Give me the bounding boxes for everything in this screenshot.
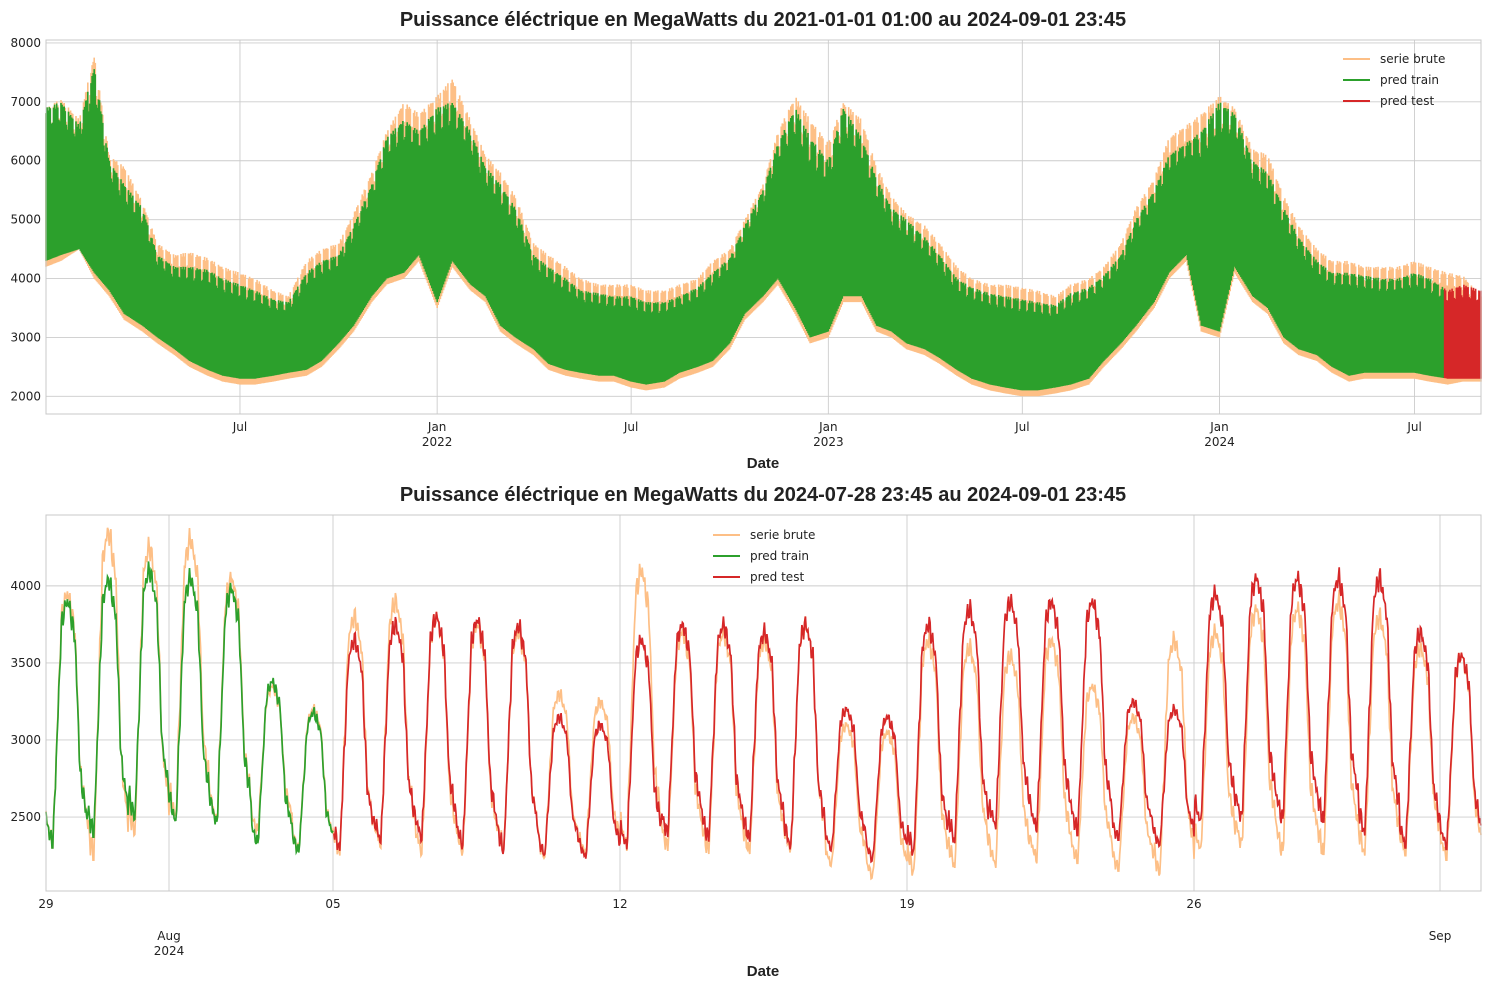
- x-tick-label: Jul: [1406, 420, 1421, 434]
- x-tick-label: Aug: [157, 929, 180, 943]
- y-tick-label: 6000: [10, 154, 41, 168]
- chart1-plot-area: [45, 57, 1482, 397]
- legend-label: serie brute: [1380, 52, 1445, 66]
- chart-full-period: Puissance éléctrique en MegaWatts du 202…: [10, 9, 1482, 472]
- y-tick-label: 3500: [10, 656, 41, 670]
- y-tick-label: 3000: [10, 330, 41, 344]
- x-tick-label: Jan: [1209, 420, 1229, 434]
- x-tick-label: Jan: [427, 420, 447, 434]
- x-tick-label: 05: [325, 897, 340, 911]
- series-pred-test: [333, 567, 1482, 864]
- chart2-frame: [45, 514, 1482, 892]
- chart1-frame: [45, 39, 1482, 415]
- chart2-x-axis-label: Date: [747, 963, 780, 980]
- y-tick-label: 7000: [10, 95, 41, 109]
- legend-label: pred train: [1380, 73, 1439, 87]
- x-tick-label: Jul: [623, 420, 638, 434]
- x-tick-year-label: 2024: [154, 944, 185, 958]
- chart2-legend[interactable]: serie brute pred train pred test: [713, 528, 815, 584]
- series-pred-train: [45, 69, 1445, 391]
- y-tick-label: 2000: [10, 389, 41, 403]
- x-tick-label: Jul: [1014, 420, 1029, 434]
- y-tick-label: 2500: [10, 810, 41, 824]
- chart2-plot-area: [45, 527, 1482, 881]
- x-tick-year-label: 2023: [813, 435, 844, 449]
- chart1-title: Puissance éléctrique en MegaWatts du 202…: [400, 9, 1126, 31]
- x-tick-label: 19: [899, 897, 914, 911]
- y-tick-label: 3000: [10, 733, 41, 747]
- legend-label: pred test: [750, 570, 804, 584]
- chart1-y-ticks: 2000 3000 4000 5000 6000 7000 8000: [10, 36, 41, 403]
- legend-label: pred test: [1380, 94, 1434, 108]
- x-tick-label: Sep: [1429, 929, 1452, 943]
- x-tick-year-label: 2024: [1204, 435, 1235, 449]
- y-tick-label: 5000: [10, 213, 41, 227]
- y-tick-label: 4000: [10, 272, 41, 286]
- y-tick-label: 4000: [10, 579, 41, 593]
- series-pred-test: [1443, 284, 1482, 379]
- x-tick-label: Jul: [232, 420, 247, 434]
- chart1-x-axis-label: Date: [747, 455, 780, 472]
- chart1-legend[interactable]: serie brute pred train pred test: [1343, 52, 1445, 108]
- chart2-title: Puissance éléctrique en MegaWatts du 202…: [400, 484, 1126, 506]
- legend-label: serie brute: [750, 528, 815, 542]
- chart-zoom-period: Puissance éléctrique en MegaWatts du 202…: [10, 484, 1482, 980]
- x-tick-label: Jan: [818, 420, 838, 434]
- y-tick-label: 8000: [10, 36, 41, 50]
- legend-label: pred train: [750, 549, 809, 563]
- chart2-grid: [46, 515, 1481, 891]
- x-tick-label: 26: [1186, 897, 1201, 911]
- x-tick-label: 29: [38, 897, 53, 911]
- x-tick-year-label: 2022: [422, 435, 453, 449]
- series-pred-train: [45, 561, 334, 856]
- x-tick-label: 12: [612, 897, 627, 911]
- chart2-y-ticks: 2500 3000 3500 4000: [10, 579, 41, 824]
